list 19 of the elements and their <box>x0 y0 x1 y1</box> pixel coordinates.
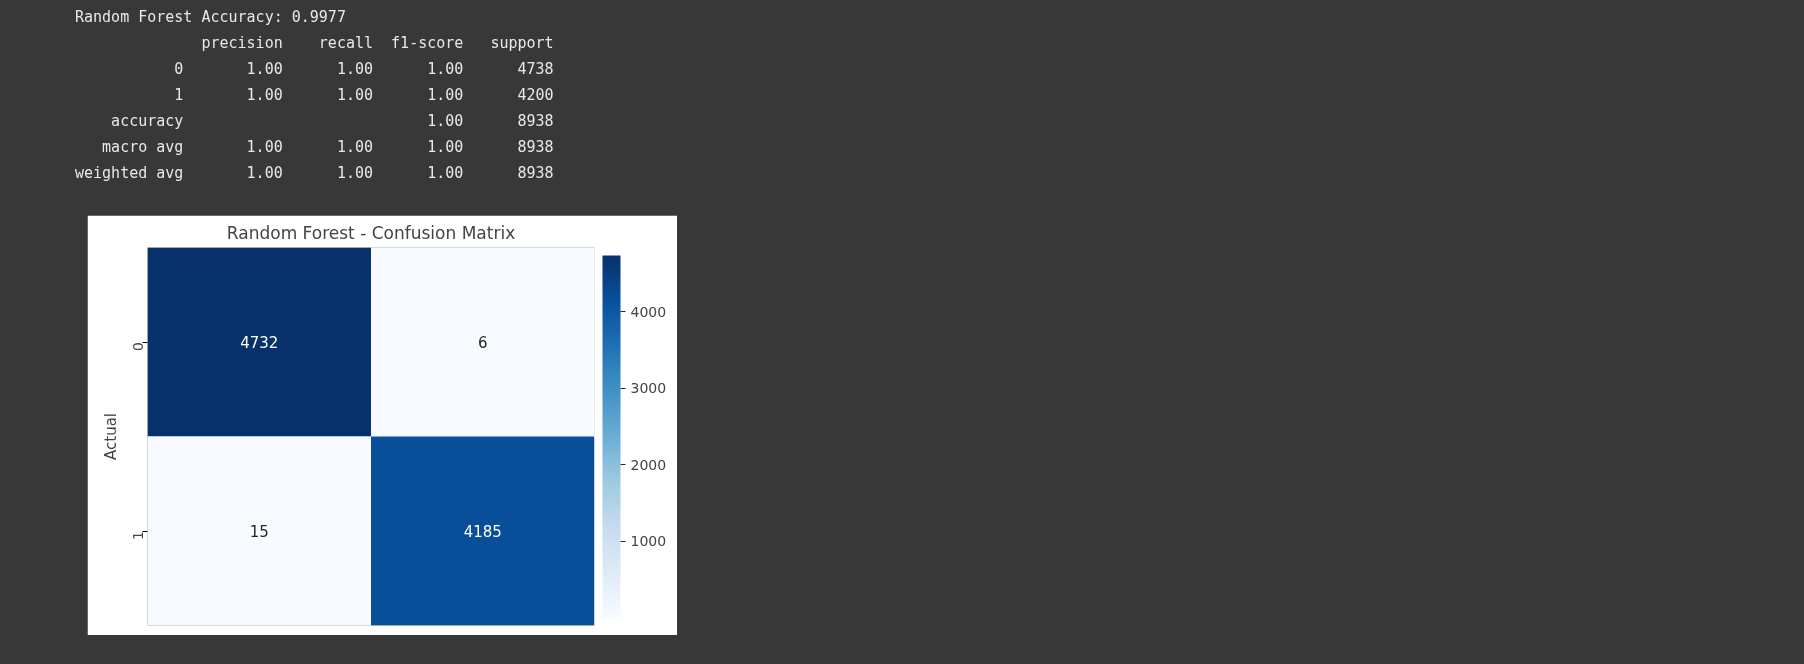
color-bar-label: 4000 <box>630 303 667 320</box>
text: weighted avg 1.00 1.00 1.00 8938 <box>75 164 554 182</box>
text: accuracy 1.00 8938 <box>111 112 554 130</box>
color-bar-label: 2000 <box>630 456 667 473</box>
y-axis-title: Actual <box>101 413 120 460</box>
y-tick-label: 1 <box>129 530 146 540</box>
y-tick-label: 0 <box>129 341 146 351</box>
text: precision recall f1-score support <box>201 34 554 52</box>
data-label: 4732 <box>240 334 279 352</box>
data-label: 6 <box>477 334 488 352</box>
chart-title: Random Forest - Confusion Matrix <box>226 222 516 243</box>
text: 0 1.00 1.00 1.00 4738 <box>174 60 554 78</box>
text: macro avg 1.00 1.00 1.00 8938 <box>102 138 554 156</box>
text: 1 1.00 1.00 1.00 4200 <box>174 86 554 104</box>
color-bar-label: 1000 <box>630 533 667 550</box>
data-label: 4185 <box>463 523 502 541</box>
color-bar-label: 3000 <box>630 380 667 397</box>
text: Random Forest Accuracy: 0.9977 <box>75 8 346 26</box>
data-label: 15 <box>249 523 269 541</box>
